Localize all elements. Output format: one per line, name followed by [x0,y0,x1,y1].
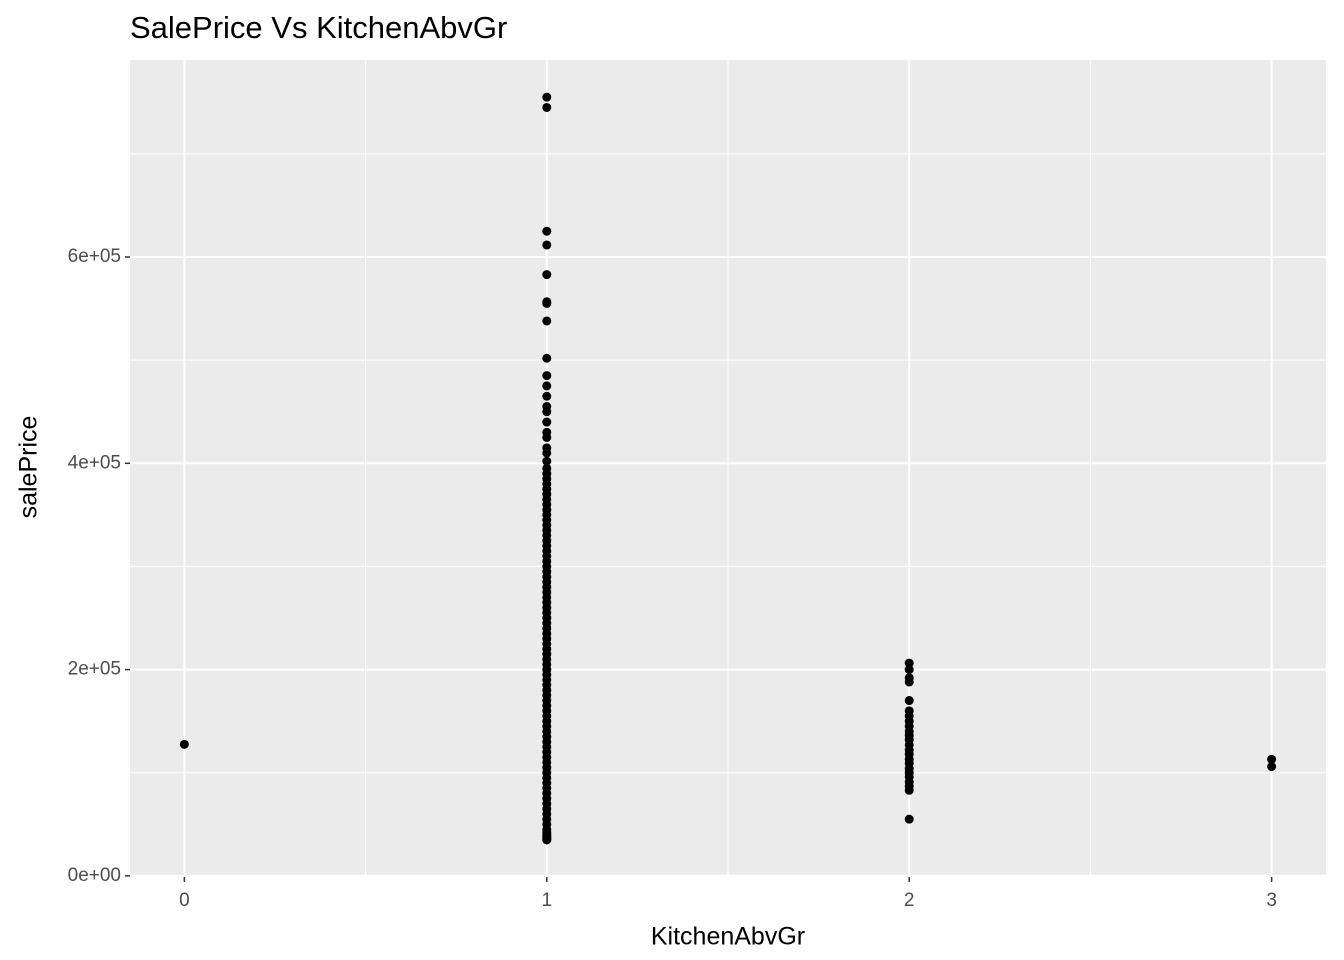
point [542,381,552,391]
point [1267,754,1277,764]
point [542,417,552,427]
point [542,353,552,363]
point [179,739,189,749]
point [904,677,914,687]
y-tick-label: 2e+05 [68,659,121,680]
point [1267,762,1277,772]
point [542,226,552,236]
point [542,92,552,102]
point [542,316,552,326]
point [904,696,914,706]
point [542,407,552,417]
chart-title: SalePrice Vs KitchenAbvGr [130,10,507,45]
y-tick-label: 4e+05 [68,452,121,473]
point [542,371,552,381]
y-axis-title: salePrice [15,416,43,519]
point [542,270,552,280]
point [542,433,552,443]
x-tick-label: 2 [904,890,915,911]
point [904,658,914,668]
point [542,102,552,112]
y-tick-label: 6e+05 [68,246,121,267]
point [904,785,914,795]
point [542,298,552,308]
point [542,448,552,458]
x-axis-title: KitchenAbvGr [651,923,805,951]
x-tick-label: 3 [1266,890,1277,911]
point [542,456,552,466]
point [904,665,914,675]
point [904,814,914,824]
x-tick-label: 0 [179,890,190,911]
x-tick-label: 1 [541,890,552,911]
point [542,828,552,838]
point [542,240,552,250]
point [542,391,552,401]
y-tick-label: 0e+00 [68,865,121,886]
